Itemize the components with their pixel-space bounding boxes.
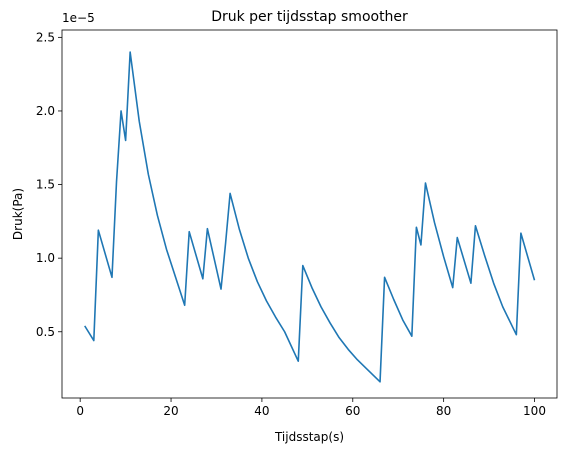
plot-area (62, 30, 557, 398)
x-axis-label: Tijdsstap(s) (274, 430, 344, 444)
plot-frame (61, 29, 558, 399)
x-tick-label: 0 (76, 404, 84, 418)
y-axis-ticks: 0.5 1.0 1.5 2.0 2.5 (36, 30, 62, 339)
y-axis-exponent-label: 1e−5 (62, 11, 95, 25)
axes-frame (61, 29, 558, 399)
x-tick-label: 20 (163, 404, 178, 418)
series-line-0 (84, 51, 536, 383)
x-tick-label: 60 (345, 404, 360, 418)
y-tick-label: 2.0 (36, 104, 55, 118)
line-layer (84, 51, 536, 383)
x-tick-label: 80 (436, 404, 451, 418)
x-tick-label: 40 (254, 404, 269, 418)
chart-title: Druk per tijdsstap smoother (211, 9, 408, 25)
y-axis-label: Druk(Pa) (11, 188, 25, 240)
x-tick-label: 100 (523, 404, 546, 418)
y-tick-label: 1.5 (36, 178, 55, 192)
x-axis-ticks: 0 20 40 60 80 100 (76, 398, 546, 418)
y-tick-label: 0.5 (36, 325, 55, 339)
y-tick-label: 1.0 (36, 251, 55, 265)
y-tick-label: 2.5 (36, 30, 55, 44)
